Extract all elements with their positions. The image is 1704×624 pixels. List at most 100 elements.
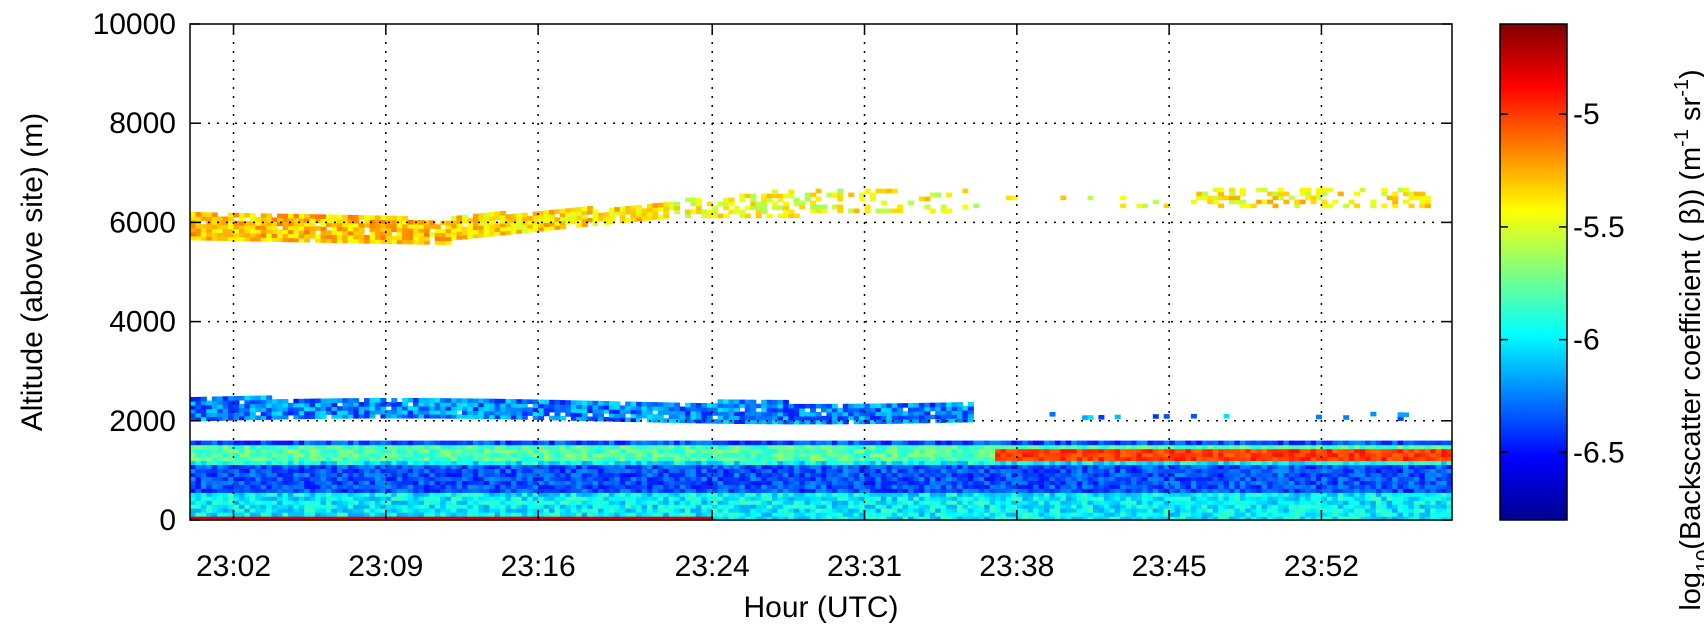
heatmap-cell	[646, 444, 653, 450]
heatmap-cell	[353, 488, 360, 493]
heatmap-cell	[211, 408, 218, 413]
heatmap-cell	[271, 468, 278, 473]
heatmap-cell	[462, 402, 468, 407]
heatmap-cell	[249, 456, 256, 462]
heatmap-cell	[347, 218, 354, 224]
heatmap-cell	[630, 417, 637, 423]
heatmap-cell	[880, 188, 887, 194]
heatmap-cell	[326, 508, 332, 513]
heatmap-cell	[1093, 448, 1099, 454]
heatmap-cell	[1038, 468, 1045, 473]
heatmap-cell	[603, 496, 610, 501]
heatmap-cell	[211, 416, 218, 421]
heatmap-cell	[266, 468, 273, 473]
heatmap-cell	[668, 410, 675, 415]
heatmap-cell	[559, 440, 566, 446]
heatmap-cell	[244, 407, 251, 413]
heatmap-cell	[1065, 444, 1072, 450]
heatmap-cell	[799, 419, 806, 425]
heatmap-cell	[451, 444, 458, 450]
heatmap-cell	[527, 480, 534, 485]
heatmap-cell	[1060, 476, 1067, 481]
heatmap-cell	[576, 488, 583, 493]
heatmap-cell	[402, 440, 409, 446]
heatmap-cell	[848, 476, 855, 481]
heatmap-cell	[217, 468, 224, 473]
heatmap-cell	[396, 496, 403, 501]
heatmap-cell	[429, 516, 436, 521]
heatmap-cell	[989, 484, 996, 489]
heatmap-cell	[1234, 195, 1241, 201]
heatmap-cell	[826, 444, 833, 450]
heatmap-cell	[576, 472, 583, 477]
heatmap-cell	[478, 464, 485, 469]
heatmap-cell	[456, 219, 463, 224]
heatmap-cell	[559, 516, 566, 521]
heatmap-cell	[500, 414, 507, 420]
heatmap-cell	[728, 444, 735, 450]
heatmap-cell	[478, 500, 485, 505]
heatmap-cell	[554, 512, 561, 517]
heatmap-cell	[750, 476, 757, 481]
heatmap-cell	[239, 212, 245, 218]
heatmap-cell	[739, 193, 746, 199]
heatmap-cell	[842, 440, 849, 446]
heatmap-cell	[228, 396, 235, 401]
heatmap-cell	[663, 448, 670, 454]
heatmap-cell	[1152, 496, 1159, 501]
heatmap-cell	[815, 500, 822, 505]
heatmap-cell	[674, 476, 681, 481]
heatmap-cell	[200, 464, 207, 469]
heatmap-cell	[217, 484, 224, 489]
heatmap-cell	[549, 500, 555, 505]
heatmap-cell	[701, 464, 708, 469]
heatmap-cell	[418, 452, 425, 458]
heatmap-cell	[1120, 516, 1127, 521]
heatmap-cell	[527, 220, 534, 225]
heatmap-cell	[1000, 496, 1007, 501]
heatmap-cell	[734, 508, 740, 513]
heatmap-cell	[407, 468, 414, 473]
heatmap-cell	[249, 480, 256, 485]
heatmap-cell	[728, 399, 735, 405]
heatmap-cell	[358, 230, 365, 236]
heatmap-cell	[1392, 199, 1399, 205]
heatmap-cell	[853, 460, 860, 466]
heatmap-cell	[336, 512, 343, 517]
heatmap-cell	[929, 516, 936, 521]
heatmap-cell	[293, 504, 300, 509]
heatmap-cell	[576, 504, 583, 509]
heatmap-cell	[717, 476, 724, 481]
heatmap-cell	[614, 448, 621, 454]
heatmap-cell	[538, 472, 545, 477]
heatmap-cell	[886, 419, 893, 424]
heatmap-cell	[554, 407, 561, 413]
heatmap-cell	[418, 220, 425, 225]
heatmap-cell	[298, 229, 305, 235]
heatmap-cell	[451, 476, 458, 481]
heatmap-cell	[407, 488, 414, 493]
heatmap-cell	[940, 488, 947, 493]
heatmap-cell	[342, 448, 349, 454]
heatmap-cell	[559, 452, 566, 458]
heatmap-cell	[1294, 199, 1301, 205]
heatmap-cell	[946, 410, 953, 415]
heatmap-cell	[1065, 472, 1072, 477]
heatmap-cell	[614, 456, 621, 462]
heatmap-cell	[1147, 512, 1154, 517]
heatmap-cell	[505, 226, 512, 231]
heatmap-cell	[1386, 195, 1393, 201]
heatmap-cell	[929, 460, 936, 466]
heatmap-cell	[1000, 492, 1007, 497]
heatmap-cell	[374, 444, 381, 450]
heatmap-cell	[456, 235, 463, 240]
heatmap-cell	[255, 516, 262, 521]
heatmap-cell	[532, 500, 539, 505]
heatmap-cell	[358, 492, 365, 497]
heatmap-cell	[298, 492, 305, 497]
heatmap-cell	[1141, 504, 1148, 509]
heatmap-cell	[1381, 203, 1388, 209]
heatmap-cell	[211, 508, 218, 513]
heatmap-cell	[766, 492, 773, 497]
heatmap-cell	[271, 225, 278, 230]
